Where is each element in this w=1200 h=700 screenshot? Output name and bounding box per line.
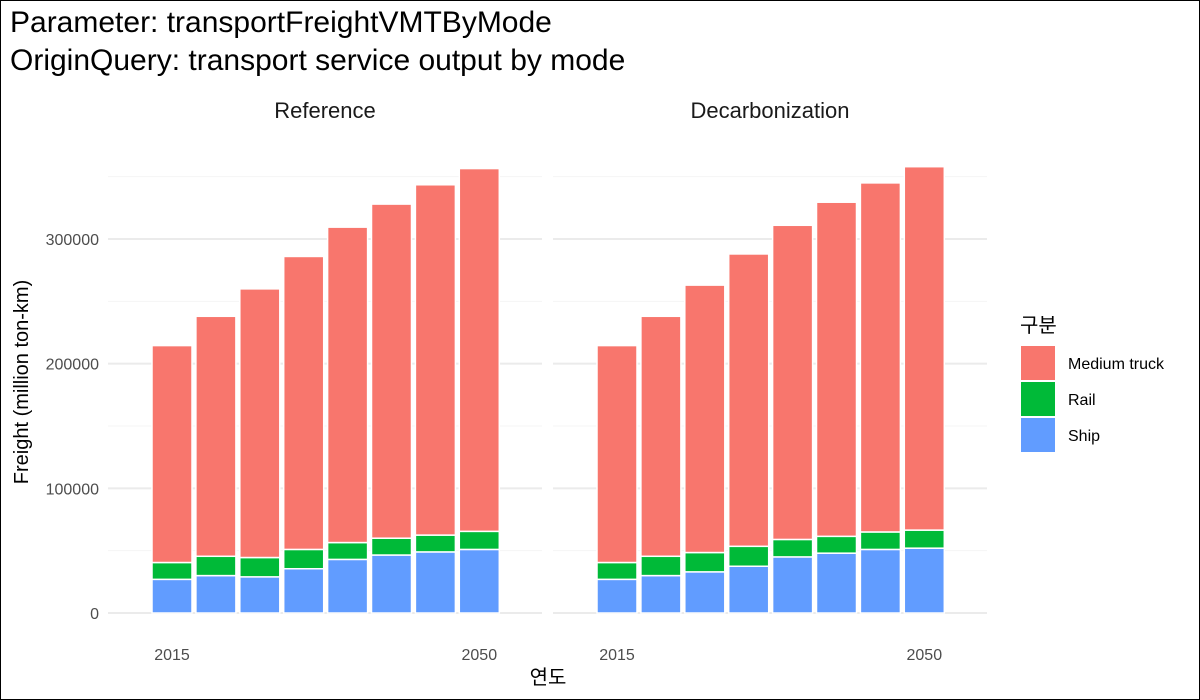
bar-ship bbox=[727, 565, 770, 614]
bar-ship bbox=[684, 571, 726, 614]
bar-ship bbox=[326, 558, 369, 614]
bar-medium-truck bbox=[859, 182, 902, 533]
bar-medium-truck bbox=[727, 253, 770, 548]
bar-ship bbox=[903, 547, 946, 614]
bar-ship bbox=[859, 548, 902, 614]
bar-rail bbox=[282, 548, 325, 570]
chart-title-line2: OriginQuery: transport service output by… bbox=[10, 44, 626, 77]
bar-medium-truck bbox=[684, 284, 726, 554]
bar-ship bbox=[458, 548, 501, 614]
y-tick-label: 300000 bbox=[46, 232, 99, 249]
x-axis-title: 연도 bbox=[530, 666, 567, 689]
facet-label-1: Decarbonization bbox=[691, 98, 850, 123]
bar-rail bbox=[684, 551, 726, 573]
bar-ship bbox=[239, 576, 281, 614]
facet-label-0: Reference bbox=[274, 98, 376, 123]
bar-ship bbox=[370, 554, 413, 614]
legend-label-ship: Ship bbox=[1068, 428, 1100, 445]
y-axis-title: Freight (million ton-km) bbox=[11, 280, 33, 484]
bar-rail bbox=[458, 530, 501, 551]
bar-rail bbox=[370, 537, 413, 556]
bar-rail bbox=[151, 561, 193, 581]
bar-ship bbox=[195, 574, 237, 614]
bar-medium-truck bbox=[640, 315, 682, 558]
y-tick-label: 200000 bbox=[46, 357, 99, 374]
legend-label-rail: Rail bbox=[1068, 392, 1096, 409]
x-tick-label: 2050 bbox=[462, 647, 498, 664]
legend-swatch-rail bbox=[1021, 382, 1055, 416]
y-tick-label: 0 bbox=[90, 606, 99, 623]
bar-ship bbox=[640, 574, 682, 614]
bar-rail bbox=[771, 538, 814, 558]
bar-medium-truck bbox=[458, 167, 501, 533]
bar-ship bbox=[282, 567, 325, 614]
bar-medium-truck bbox=[282, 255, 325, 551]
legend-label-medium-truck: Medium truck bbox=[1068, 356, 1165, 373]
bar-rail bbox=[414, 534, 457, 553]
bar-medium-truck bbox=[326, 226, 369, 544]
bar-ship bbox=[414, 551, 457, 614]
bar-medium-truck bbox=[903, 165, 946, 531]
bar-ship bbox=[151, 578, 193, 614]
bar-rail bbox=[596, 561, 638, 581]
x-tick-label: 2050 bbox=[907, 647, 943, 664]
bar-medium-truck bbox=[414, 184, 457, 536]
bar-rail bbox=[326, 541, 369, 561]
bar-rail bbox=[727, 545, 770, 568]
legend-title: 구분 bbox=[1020, 313, 1057, 337]
legend-swatch-medium-truck bbox=[1021, 346, 1055, 380]
bar-rail bbox=[903, 529, 946, 549]
y-tick-label: 100000 bbox=[46, 481, 99, 498]
bar-rail bbox=[815, 535, 858, 554]
bar-ship bbox=[771, 556, 814, 614]
bar-ship bbox=[596, 578, 638, 614]
bar-medium-truck bbox=[596, 344, 638, 564]
bar-rail bbox=[195, 555, 237, 577]
bar-medium-truck bbox=[195, 315, 237, 558]
x-tick-label: 2015 bbox=[599, 647, 635, 664]
bar-medium-truck bbox=[151, 344, 193, 564]
legend-swatch-ship bbox=[1021, 418, 1055, 452]
bar-medium-truck bbox=[370, 203, 413, 539]
bar-medium-truck bbox=[815, 201, 858, 538]
bar-medium-truck bbox=[239, 288, 281, 559]
bar-rail bbox=[859, 531, 902, 551]
bar-rail bbox=[239, 556, 281, 578]
x-tick-label: 2015 bbox=[154, 647, 190, 664]
bar-medium-truck bbox=[771, 224, 814, 541]
chart-title-line1: Parameter: transportFreightVMTByMode bbox=[10, 6, 552, 39]
bar-rail bbox=[640, 555, 682, 577]
bar-ship bbox=[815, 552, 858, 614]
